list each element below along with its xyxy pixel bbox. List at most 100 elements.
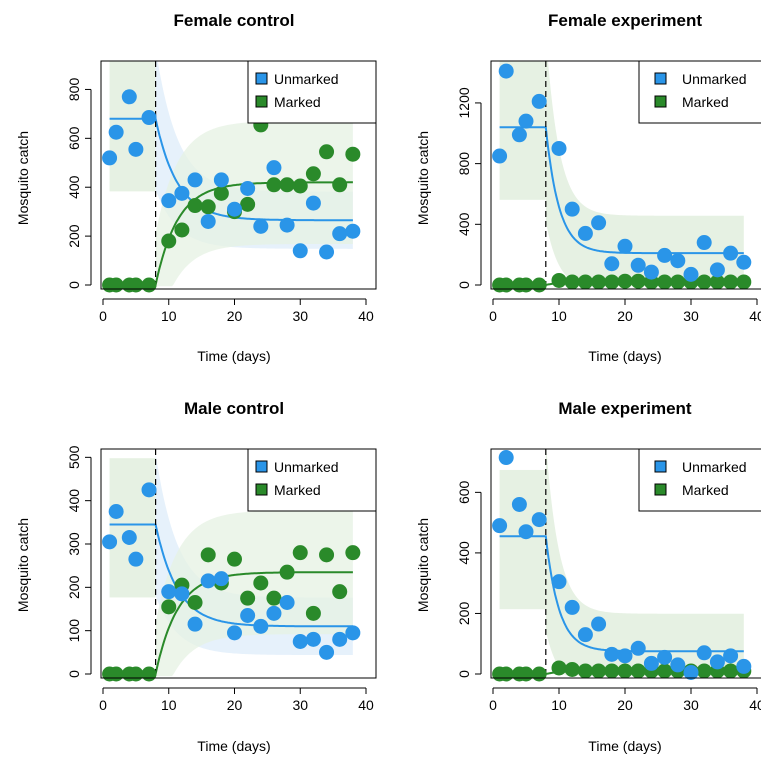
point-unmarked xyxy=(319,644,335,660)
point-unmarked xyxy=(577,627,593,643)
y-axis-label: Mosquito catch xyxy=(415,518,431,612)
x-tick-label: 20 xyxy=(227,697,243,713)
point-unmarked xyxy=(564,201,580,217)
x-tick-label: 0 xyxy=(489,697,497,713)
band-post-release xyxy=(545,61,744,286)
point-unmarked xyxy=(531,93,547,109)
x-tick-label: 30 xyxy=(683,697,699,713)
y-tick-label: 800 xyxy=(456,152,472,176)
plot-frame xyxy=(100,448,377,679)
point-marked xyxy=(161,233,177,249)
x-tick-label: 20 xyxy=(227,308,243,324)
y-tick-label: 400 xyxy=(456,212,472,236)
point-marked xyxy=(604,274,620,290)
point-unmarked xyxy=(174,185,190,201)
y-tick-label: 500 xyxy=(66,445,82,469)
y-tick-label: 0 xyxy=(456,670,472,678)
point-unmarked xyxy=(709,654,725,670)
point-marked xyxy=(564,274,580,290)
x-tick-label: 30 xyxy=(292,308,308,324)
point-unmarked xyxy=(279,217,295,233)
legend-label-marked: Marked xyxy=(274,482,321,498)
x-tick-label: 40 xyxy=(358,697,374,713)
point-unmarked xyxy=(227,201,242,217)
point-marked xyxy=(345,146,361,162)
point-unmarked xyxy=(604,256,620,272)
point-marked xyxy=(187,198,203,214)
point-unmarked xyxy=(531,512,547,528)
point-unmarked xyxy=(121,530,137,545)
legend-label-unmarked: Unmarked xyxy=(682,71,747,87)
x-tick-label: 0 xyxy=(489,308,497,324)
legend-swatch-unmarked xyxy=(654,460,667,473)
point-unmarked xyxy=(723,648,739,664)
x-tick-label: 40 xyxy=(749,308,761,324)
point-unmarked xyxy=(736,658,752,674)
point-unmarked xyxy=(187,172,203,188)
y-tick-label: 400 xyxy=(66,175,82,199)
point-marked xyxy=(531,666,547,682)
plot-frame xyxy=(490,448,761,679)
point-marked xyxy=(332,584,348,600)
x-tick-label: 40 xyxy=(749,697,761,713)
point-marked xyxy=(108,666,124,682)
point-marked xyxy=(696,274,712,290)
y-tick-label: 400 xyxy=(66,489,82,513)
y-tick-label: 800 xyxy=(66,78,82,102)
point-unmarked xyxy=(591,616,607,632)
point-unmarked xyxy=(253,618,269,634)
point-unmarked xyxy=(657,247,673,263)
point-unmarked xyxy=(161,193,177,209)
legend-swatch-unmarked xyxy=(255,72,268,85)
point-marked xyxy=(174,222,190,238)
x-axis-label: Time (days) xyxy=(588,348,661,364)
legend-label-unmarked: Unmarked xyxy=(274,459,339,475)
point-unmarked xyxy=(141,110,157,126)
point-marked xyxy=(630,273,646,289)
point-unmarked xyxy=(200,573,216,589)
y-tick-label: 200 xyxy=(66,224,82,248)
legend-box xyxy=(247,60,377,124)
point-unmarked xyxy=(643,264,659,280)
legend-label-unmarked: Unmarked xyxy=(682,459,747,475)
point-unmarked xyxy=(736,254,752,270)
point-unmarked xyxy=(227,625,242,641)
data-points xyxy=(492,63,752,293)
plot-frame xyxy=(100,60,377,290)
point-marked xyxy=(279,564,295,580)
point-marked xyxy=(657,663,673,679)
y-tick-label: 0 xyxy=(66,670,82,678)
point-unmarked xyxy=(266,605,282,621)
y-tick-label: 200 xyxy=(456,602,472,626)
x-tick-label: 0 xyxy=(99,308,107,324)
point-marked xyxy=(696,663,712,679)
point-unmarked xyxy=(617,238,633,254)
point-unmarked xyxy=(511,496,527,512)
point-unmarked xyxy=(141,482,157,498)
point-unmarked xyxy=(108,124,124,140)
point-marked xyxy=(200,199,216,215)
point-marked xyxy=(723,663,739,679)
point-marked xyxy=(709,274,725,290)
point-marked xyxy=(279,177,295,193)
fit-line-unmarked xyxy=(109,523,353,628)
point-marked xyxy=(253,575,269,591)
point-unmarked xyxy=(121,89,137,105)
x-tick-label: 10 xyxy=(161,308,177,324)
panel-title: Male control xyxy=(184,399,284,418)
point-marked xyxy=(266,177,282,193)
legend-swatch-marked xyxy=(255,95,268,108)
x-tick-label: 0 xyxy=(99,697,107,713)
point-unmarked xyxy=(279,595,295,610)
point-marked xyxy=(604,663,620,679)
legend-label-unmarked: Unmarked xyxy=(274,71,339,87)
point-unmarked xyxy=(174,586,190,602)
x-tick-label: 20 xyxy=(617,697,633,713)
legend: Unmarked Marked xyxy=(247,448,377,512)
point-unmarked xyxy=(683,664,699,680)
point-unmarked xyxy=(670,253,686,269)
point-unmarked xyxy=(518,524,534,540)
legend-box xyxy=(638,60,761,124)
